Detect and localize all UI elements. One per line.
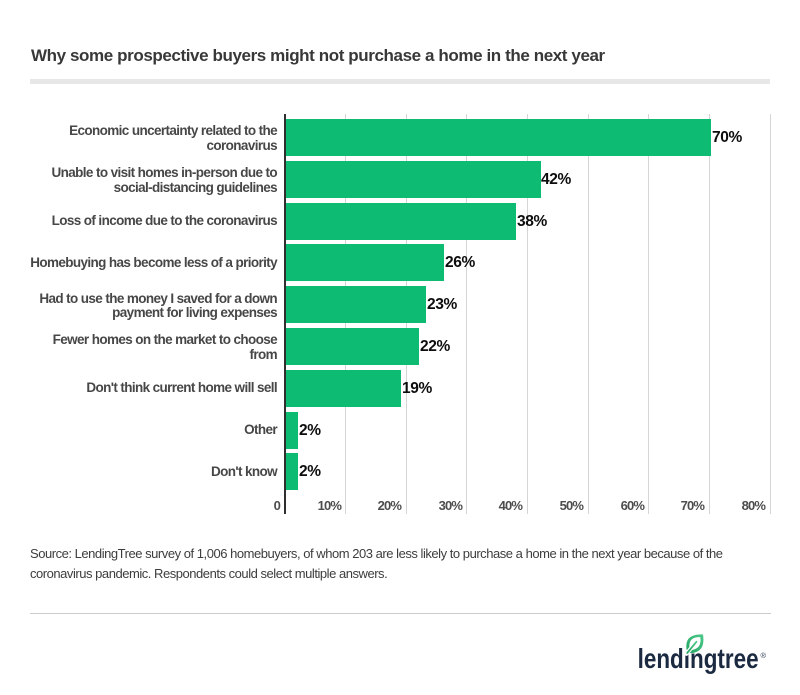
- svg-text:®: ®: [761, 651, 767, 660]
